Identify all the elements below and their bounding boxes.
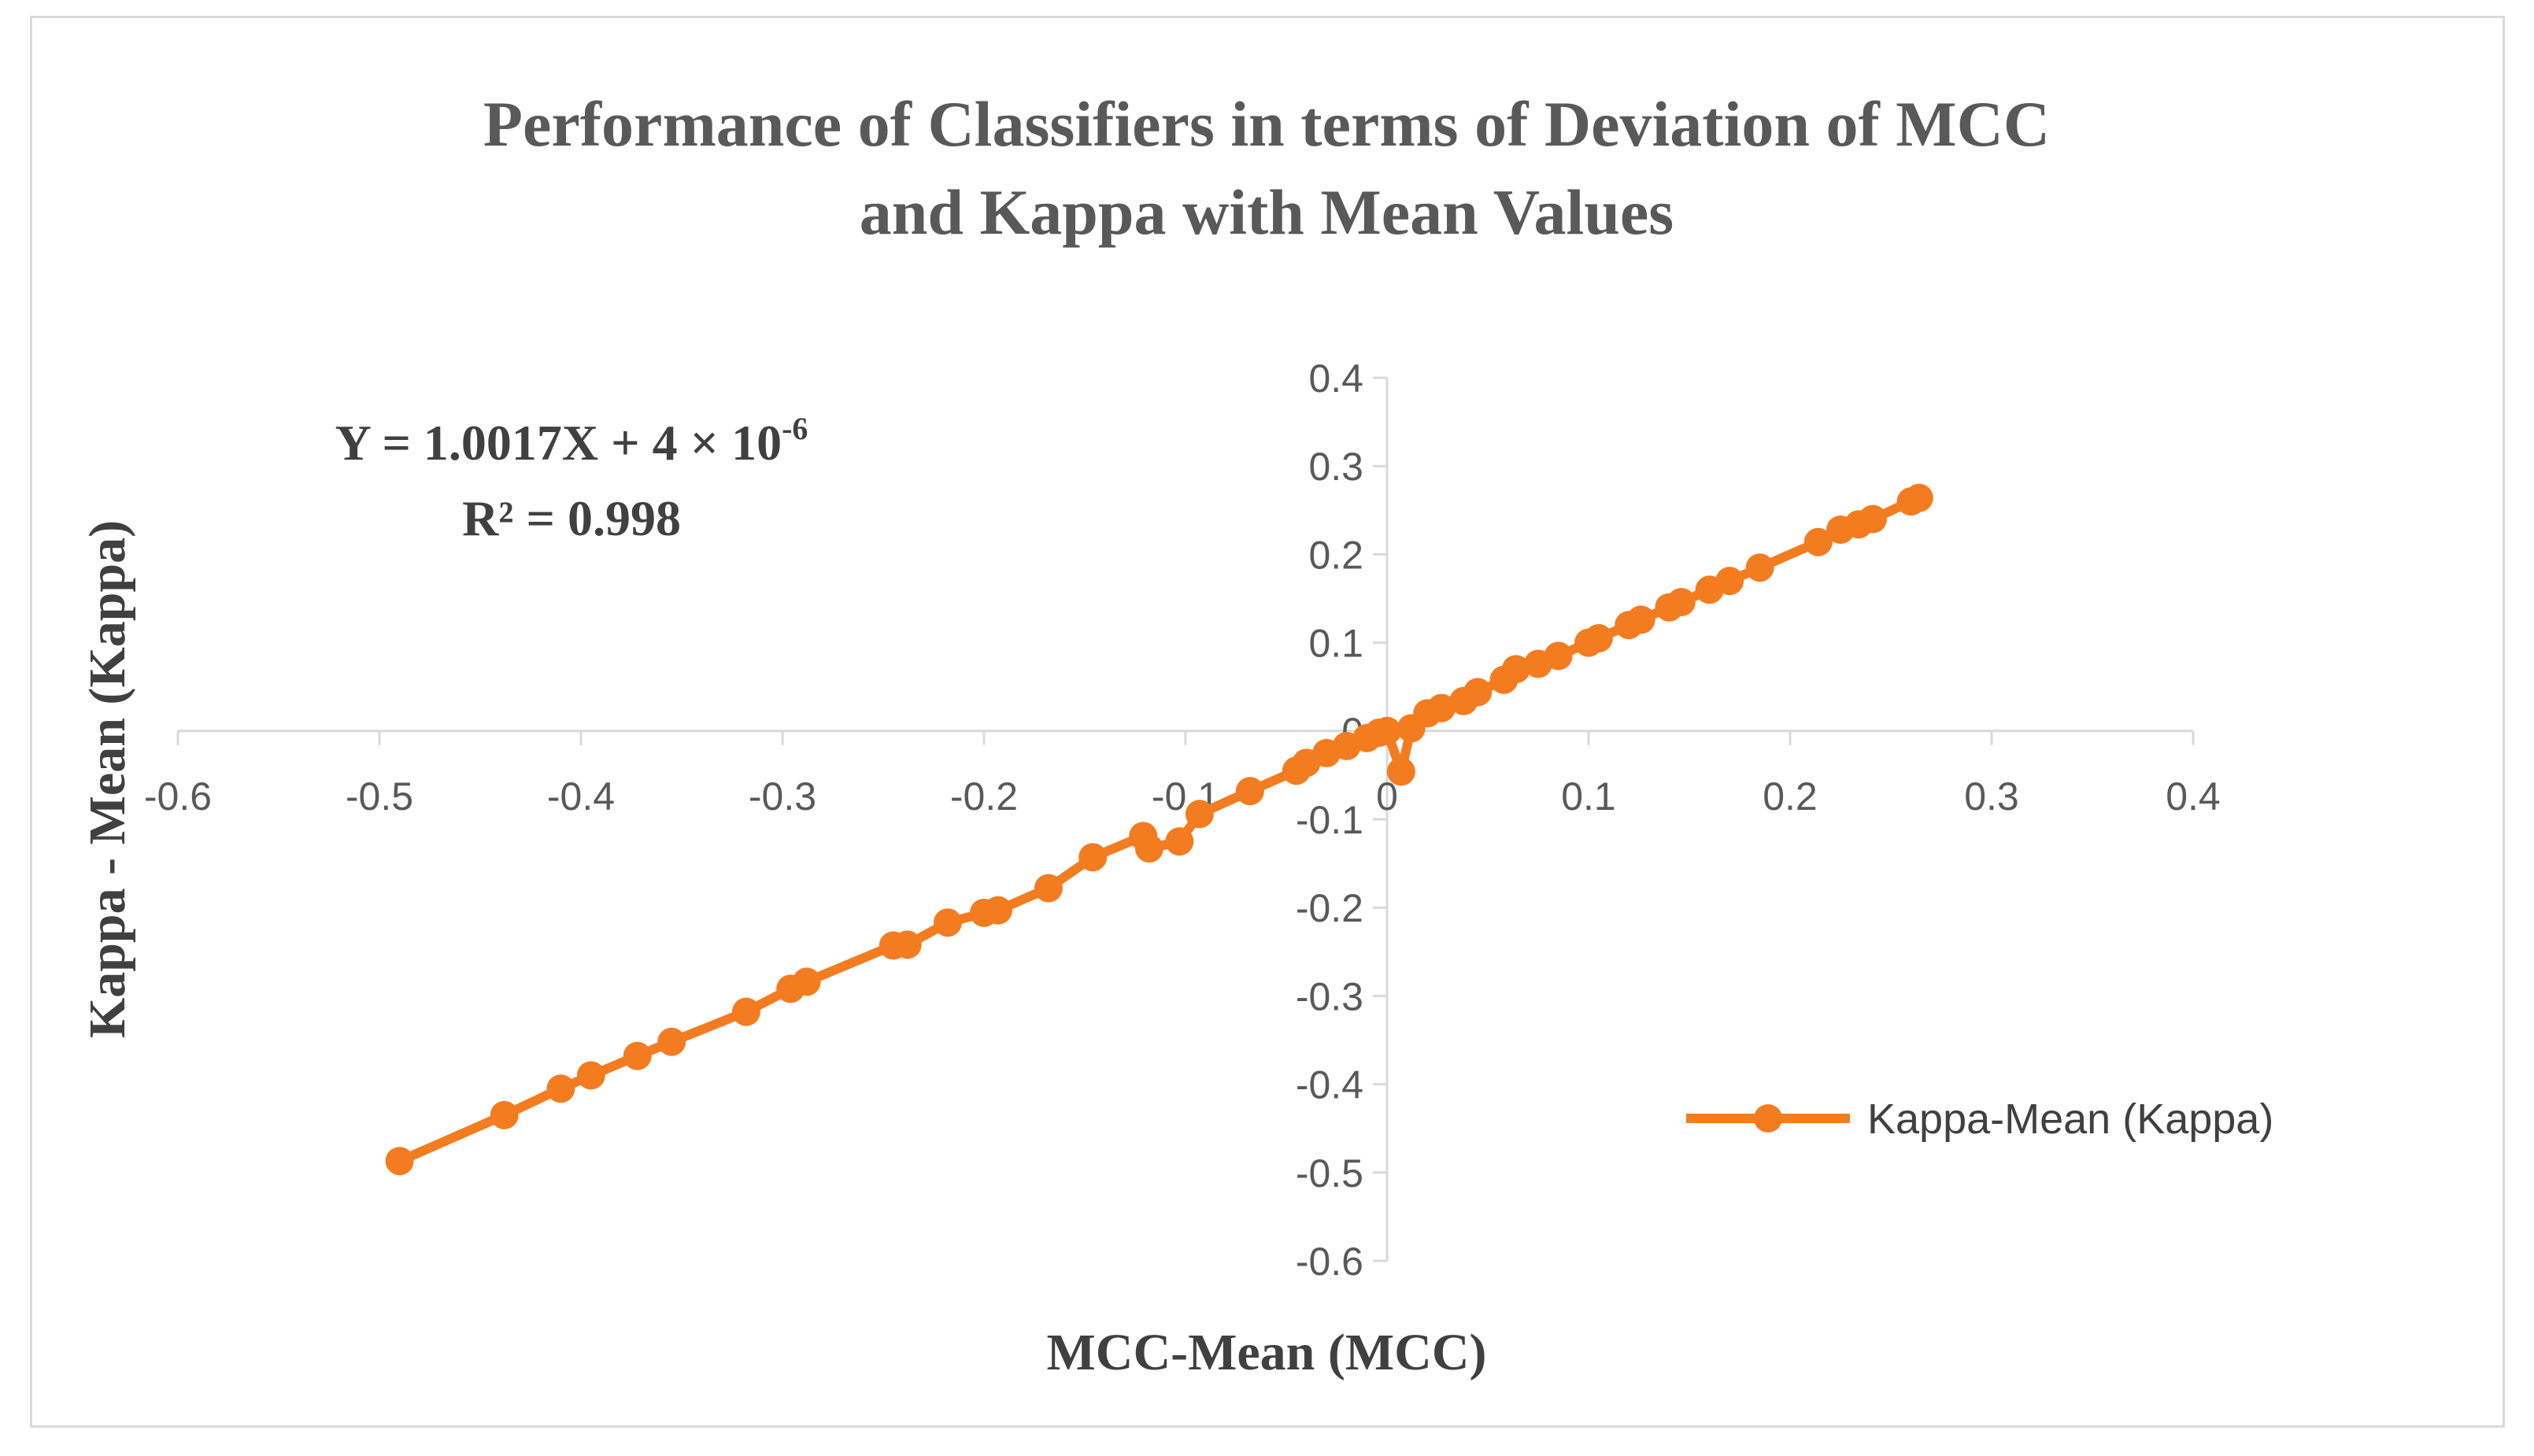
data-point <box>1034 874 1063 903</box>
y-tick-label: 0.3 <box>1308 445 1363 489</box>
y-tick-label: -0.1 <box>1296 798 1363 842</box>
data-point <box>1745 553 1774 582</box>
data-point <box>576 1061 605 1090</box>
y-tick-label: 0.2 <box>1308 533 1363 577</box>
data-point <box>1584 624 1613 652</box>
x-tick-label: -0.5 <box>346 774 413 819</box>
x-tick-label: -0.2 <box>950 774 1018 819</box>
equation-exponent: -6 <box>782 411 808 446</box>
chart-title-line-1: Performance of Classifiers in terms of D… <box>483 88 2050 160</box>
data-point <box>1134 834 1163 863</box>
data-point <box>1078 843 1108 872</box>
data-point <box>1427 693 1456 722</box>
data-point <box>1185 800 1214 829</box>
data-point <box>490 1100 519 1129</box>
series-layer <box>385 483 1933 1176</box>
chart-frame <box>30 16 2505 1428</box>
x-tick-label: 0.4 <box>2166 774 2221 819</box>
data-point <box>1501 655 1530 684</box>
data-point <box>893 930 922 959</box>
y-tick-label: -0.5 <box>1296 1151 1363 1195</box>
data-point <box>385 1147 414 1176</box>
data-point <box>1715 567 1744 596</box>
y-tick-label: -0.2 <box>1296 886 1363 930</box>
data-point <box>1235 777 1264 806</box>
x-tick-label: -0.3 <box>749 774 816 819</box>
y-tick-label: -0.3 <box>1296 974 1363 1018</box>
data-point <box>1859 504 1887 534</box>
data-point <box>731 997 760 1026</box>
y-tick-label: 0.1 <box>1308 622 1363 666</box>
data-point <box>546 1074 575 1103</box>
data-point <box>657 1027 686 1056</box>
data-point <box>983 896 1012 925</box>
y-tick-label: -0.4 <box>1296 1063 1363 1107</box>
y-tick-label: -0.6 <box>1296 1240 1363 1284</box>
data-point <box>792 967 821 996</box>
y-axis-title: Kappa - Mean (Kappa) <box>79 520 136 1038</box>
x-tick-label: 0.3 <box>1964 774 2019 819</box>
legend: Kappa-Mean (Kappa) <box>1686 1096 2273 1143</box>
equation-main: Y = 1.0017X + 4 × 10 <box>335 415 782 471</box>
data-point <box>1165 827 1194 856</box>
trendline-equation: Y = 1.0017X + 4 × 10-6 <box>335 411 808 471</box>
legend-marker-swatch <box>1754 1104 1782 1133</box>
x-tick-label: 0.2 <box>1763 774 1818 819</box>
data-point <box>1667 588 1696 616</box>
r-squared-label: R² = 0.998 <box>462 490 681 546</box>
data-point <box>1904 483 1933 512</box>
x-tick-label: -0.6 <box>144 774 212 819</box>
x-axis-title: MCC-Mean (MCC) <box>1047 1324 1487 1381</box>
data-point <box>1803 527 1833 556</box>
x-tick-label: 0.1 <box>1561 774 1616 819</box>
x-tick-label: -0.4 <box>547 774 615 819</box>
data-point <box>1373 716 1401 745</box>
data-point <box>623 1041 652 1070</box>
chart-title-line-2: and Kappa with Mean Values <box>860 176 1674 248</box>
data-point <box>933 908 962 937</box>
data-point <box>1544 641 1573 671</box>
data-point <box>1386 757 1415 786</box>
legend-label: Kappa-Mean (Kappa) <box>1867 1096 2273 1143</box>
y-tick-label: 0.4 <box>1308 357 1363 401</box>
data-point <box>1626 605 1655 634</box>
data-point <box>1463 678 1493 707</box>
axes: -0.6 -0.5 -0.4 -0.3 -0.2 -0.1 0 0.1 0.2 0.3 0.40.4… <box>144 357 2221 1284</box>
